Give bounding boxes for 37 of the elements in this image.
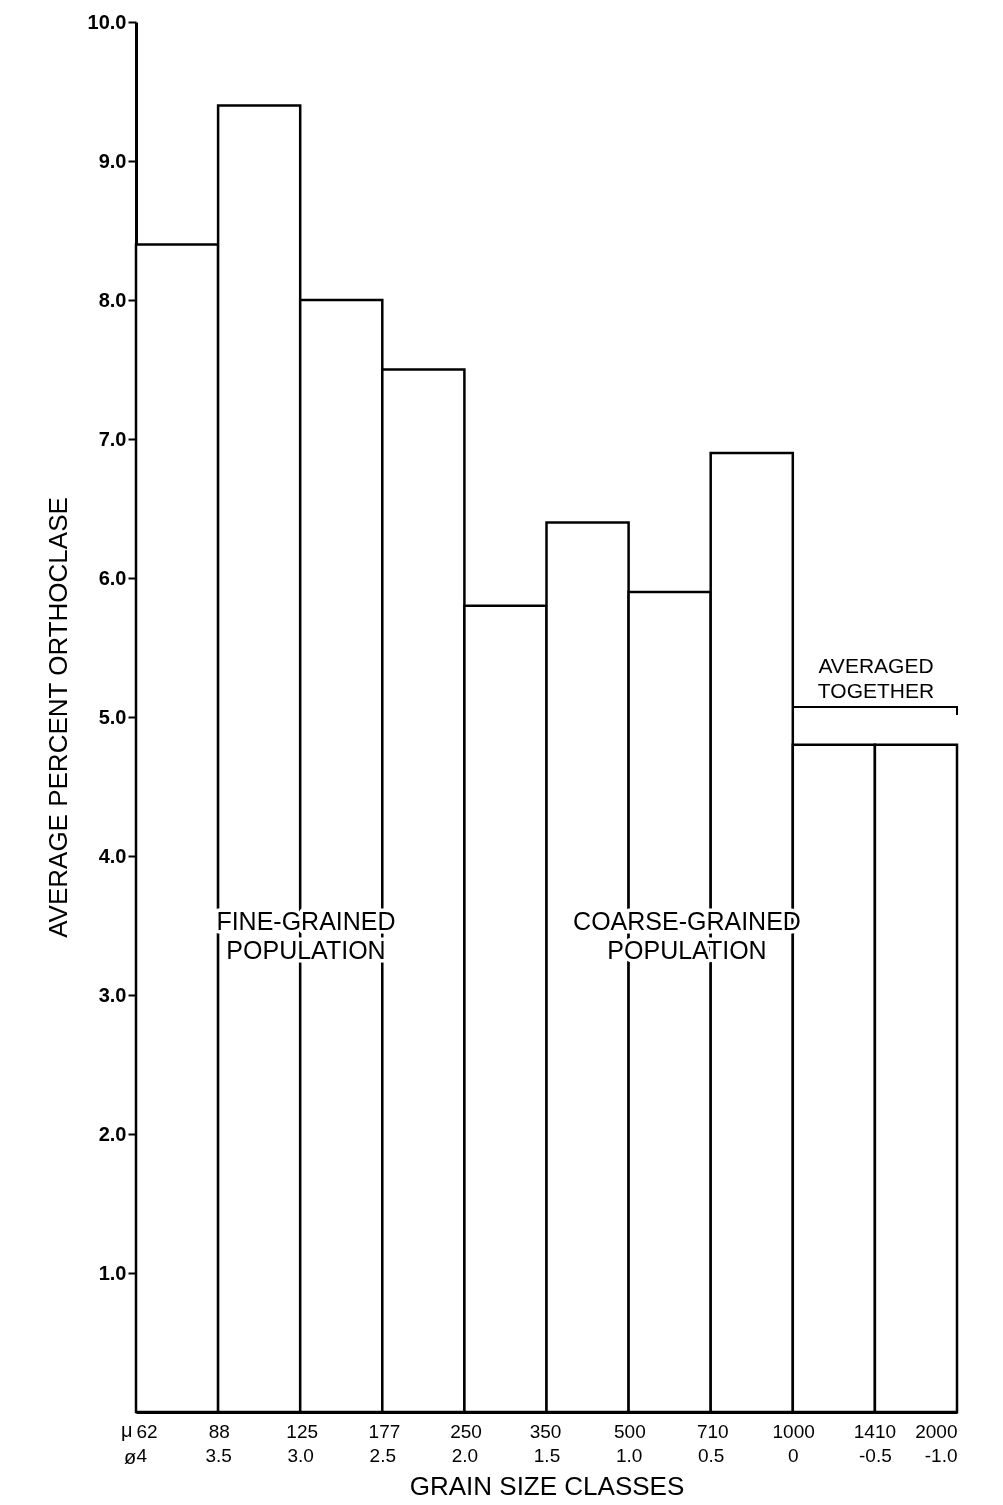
y-tick-label: 7.0: [98, 427, 127, 450]
y-tick-label: 9.0: [98, 149, 127, 172]
x2-tick-label: 710: [696, 1420, 729, 1442]
x2-tick-label: 177: [368, 1420, 401, 1442]
x-tick-label: 1.0: [615, 1444, 643, 1466]
y-tick-label: 2.0: [98, 1122, 127, 1145]
y-axis-title: AVERAGE PERCENT ORTHOCLASE: [42, 497, 73, 938]
x-tick-label: -0.5: [859, 1444, 892, 1466]
x-tick-label: 2.5: [369, 1444, 397, 1466]
text: ø: [123, 1446, 137, 1468]
x-axis-title: GRAIN SIZE CLASSES: [409, 1470, 685, 1501]
y-tick-label: 8.0: [98, 288, 127, 311]
x2-tick-label: 62: [136, 1420, 158, 1442]
y-tick-label: 4.0: [98, 844, 127, 867]
y-tick-label: 3.0: [98, 983, 127, 1006]
x2-tick-label: 125: [286, 1420, 319, 1442]
annotation: AVERAGED TOGETHER: [817, 654, 935, 702]
x2-tick-label: 250: [450, 1420, 482, 1442]
x2-tick-label: 2000: [915, 1420, 958, 1442]
y-tick-label: 5.0: [98, 705, 127, 728]
x2-tick-label: 500: [614, 1420, 646, 1442]
x-tick-label: 3.5: [205, 1444, 232, 1466]
x-tick-label: 4: [136, 1444, 148, 1466]
x2-tick-label: 1410: [853, 1420, 897, 1442]
x-tick-label: 3.0: [287, 1444, 314, 1466]
x-tick-label: 0: [788, 1444, 799, 1466]
x-tick-label: -1.0: [924, 1444, 958, 1466]
x2-axis-title: μ: [120, 1418, 133, 1441]
x2-tick-label: 350: [529, 1420, 562, 1442]
y-tick-label: 1.0: [98, 1261, 127, 1284]
x-tick-label: 2.0: [451, 1444, 479, 1466]
y-tick-label: 10.0: [87, 10, 127, 33]
x2-tick-label: 88: [208, 1420, 230, 1442]
x-tick-label: 0.5: [697, 1444, 725, 1466]
x2-tick-label: 1000: [772, 1420, 815, 1442]
x-tick-label: 1.5: [533, 1444, 561, 1466]
y-tick-label: 6.0: [98, 566, 127, 589]
